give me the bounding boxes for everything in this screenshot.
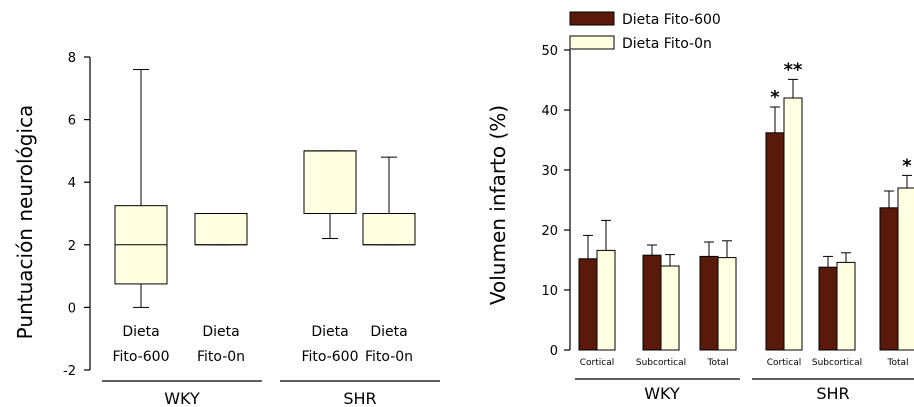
y-tick-label: 0 [550, 344, 558, 359]
y-tick-label: 30 [541, 164, 558, 179]
category-label: Total [886, 358, 908, 368]
bar [717, 257, 737, 351]
category-label: Cortical [580, 358, 614, 368]
box-label-line1: Dieta [311, 324, 348, 340]
y-tick-label: 6 [68, 114, 76, 129]
bar [818, 266, 838, 351]
category-label: Total [706, 358, 728, 368]
box [362, 213, 416, 246]
group-label: SHR [343, 389, 376, 407]
box-label-line1: Dieta [202, 324, 239, 340]
box [303, 150, 357, 214]
bar [596, 249, 616, 351]
y-tick-label: 10 [541, 284, 558, 299]
box-label-line1: Dieta [370, 324, 407, 340]
legend-label: Dieta Fito-600 [622, 12, 721, 28]
y-tick-label: 0 [68, 301, 76, 316]
bar [836, 261, 856, 351]
box-label-line2: Fito-600 [112, 349, 169, 365]
significance-marker: ** [784, 59, 803, 80]
bar [783, 97, 803, 351]
bar [699, 255, 719, 351]
bar [642, 254, 662, 351]
y-tick-label: 4 [68, 176, 76, 191]
y-tick-label: 50 [541, 44, 558, 59]
y-tick-label: 20 [541, 224, 558, 239]
significance-marker: * [902, 155, 912, 176]
y-tick-label: -2 [63, 364, 76, 379]
box-label-line2: Fito-0n [365, 349, 413, 365]
category-label: Subcortical [636, 358, 686, 368]
bar [660, 265, 680, 351]
y-axis-label: Puntuación neurológica [13, 105, 37, 340]
legend-label: Dieta Fito-0n [622, 36, 712, 52]
y-tick-label: 40 [541, 104, 558, 119]
box-label-line1: Dieta [122, 324, 159, 340]
significance-marker: * [770, 87, 780, 108]
category-label: Cortical [767, 358, 801, 368]
bar [879, 207, 899, 351]
bar [765, 132, 785, 351]
box-label-line2: Fito-0n [197, 349, 245, 365]
y-tick-label: 2 [68, 239, 76, 254]
group-label: WKY [164, 389, 200, 407]
group-label: SHR [816, 384, 849, 403]
category-label: Subcortical [812, 358, 862, 368]
y-axis-label: Volumen infarto (%) [486, 105, 510, 305]
group-label: WKY [644, 384, 680, 403]
box [194, 213, 248, 246]
legend-swatch [569, 35, 615, 50]
legend-swatch [569, 11, 615, 26]
bar [578, 258, 598, 351]
box-label-line2: Fito-600 [301, 349, 358, 365]
bar [897, 187, 914, 351]
y-tick-label: 8 [68, 51, 76, 66]
